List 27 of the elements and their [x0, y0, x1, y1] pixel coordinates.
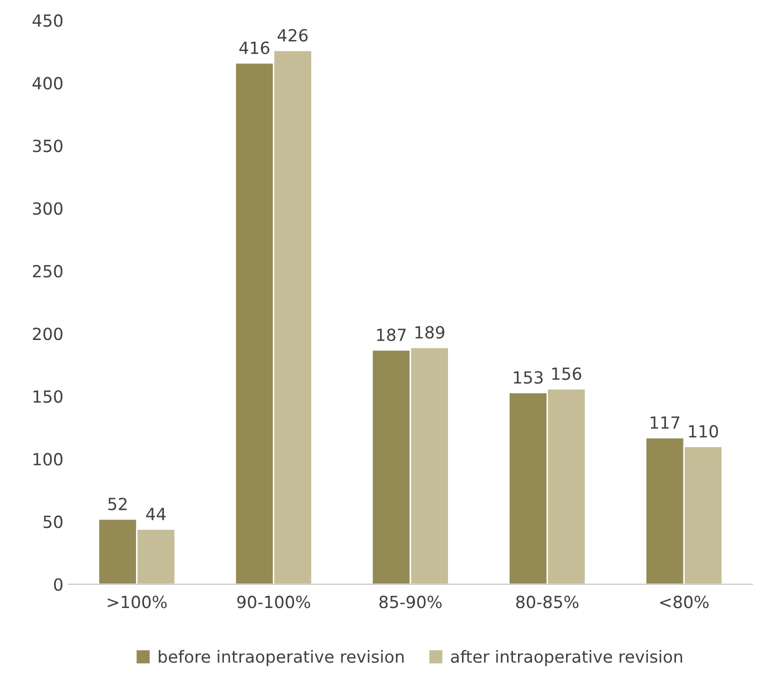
data-label: 110 — [689, 425, 718, 438]
data-label: 426 — [278, 28, 308, 42]
y-tick-label: 150 — [34, 390, 62, 403]
legend-label: after intraoperative revision — [451, 650, 682, 666]
y-tick-label: 450 — [32, 14, 62, 27]
data-label: 189 — [415, 326, 444, 339]
y-tick-label: 400 — [32, 76, 62, 90]
y-tick-label: 0 — [54, 578, 62, 591]
data-label: 156 — [552, 367, 582, 380]
y-tick-label: 200 — [32, 328, 62, 340]
x-tick-label: 85-90% — [379, 596, 442, 608]
x-tick-label: 80-85% — [516, 596, 578, 608]
data-label: 117 — [650, 416, 680, 429]
x-tick-label: >100% — [108, 596, 167, 608]
data-label: 416 — [239, 42, 270, 54]
legend-label: before intraoperative revision — [158, 650, 404, 666]
data-label: 52 — [108, 498, 127, 510]
y-tick-label: 250 — [32, 264, 62, 278]
data-label: 153 — [514, 371, 543, 384]
y-tick-label: 100 — [34, 452, 62, 466]
data-label: 44 — [146, 508, 166, 520]
x-tick-label: <80% — [660, 596, 709, 608]
x-tick-label: 90-100% — [237, 596, 310, 608]
y-tick-label: 300 — [32, 202, 62, 215]
y-tick-label: 50 — [44, 516, 62, 528]
y-tick-label: 350 — [32, 140, 62, 152]
data-label: 187 — [377, 328, 406, 342]
